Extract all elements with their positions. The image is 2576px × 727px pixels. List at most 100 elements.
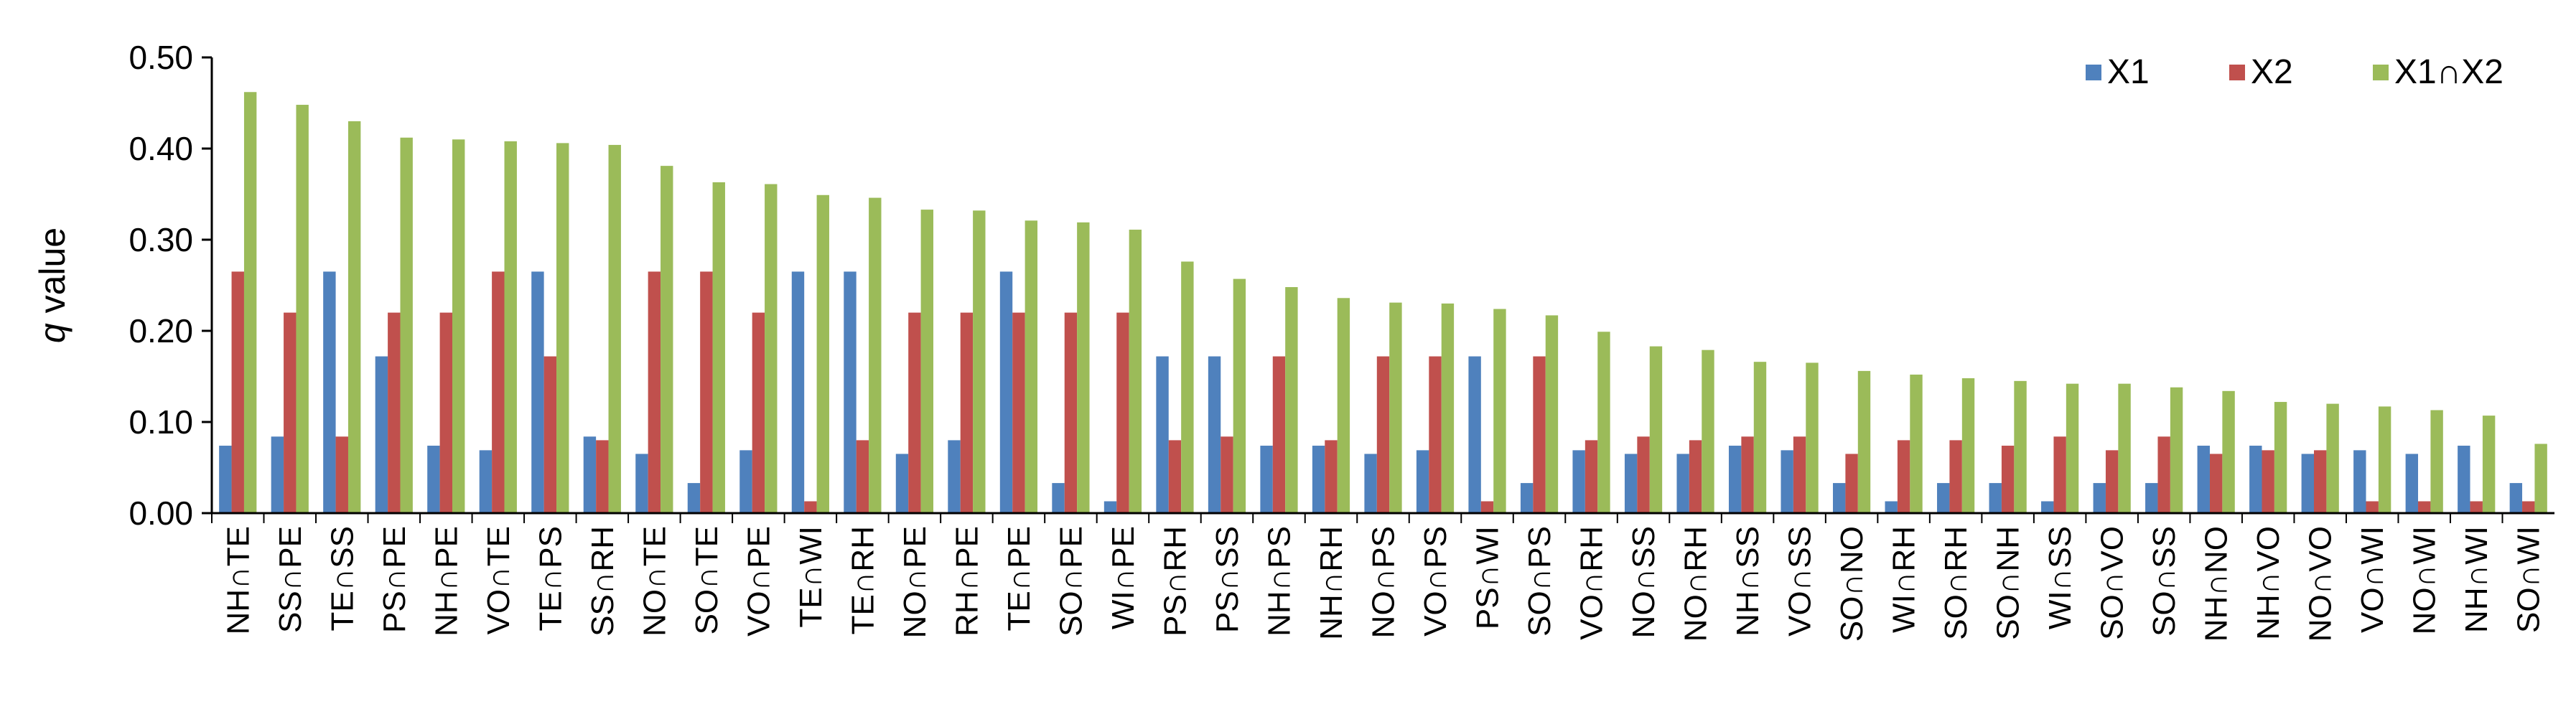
bar-X1∩X2-TE∩SS xyxy=(347,121,361,513)
x-category-label: NO∩SS xyxy=(1626,526,1661,638)
bar-X1∩X2-NO∩PE xyxy=(920,210,934,513)
bar-X1-VO∩PS xyxy=(1416,450,1429,513)
bar-X1-NH∩VO xyxy=(2249,446,2262,513)
x-category-label: PS∩WI xyxy=(1470,526,1506,629)
x-category-label: WI∩PE xyxy=(1106,526,1141,629)
bar-X1∩X2-SO∩SS xyxy=(2170,387,2183,513)
bar-X2-NH∩RH xyxy=(1325,440,1338,513)
bar-X2-NH∩WI xyxy=(2470,501,2483,513)
bar-X1∩X2-PS∩RH xyxy=(1181,261,1194,513)
bar-X1∩X2-NH∩TE xyxy=(243,92,257,513)
x-category-label: SS∩PE xyxy=(273,526,308,633)
x-category-label: NO∩PS xyxy=(1366,526,1401,638)
x-category-label: SO∩VO xyxy=(2095,526,2130,640)
bar-X2-TE∩PE xyxy=(1012,312,1025,513)
bar-X1-NO∩RH xyxy=(1676,454,1689,513)
bar-X1-SO∩NO xyxy=(1832,483,1846,513)
bar-X2-RH∩PE xyxy=(960,312,974,513)
bar-X2-PS∩WI xyxy=(1480,501,1494,513)
bar-X2-SS∩PE xyxy=(284,312,297,513)
y-axis-title-rest: value xyxy=(32,228,73,323)
bar-X2-SO∩RH xyxy=(1949,440,1962,513)
bar-X1∩X2-NO∩TE xyxy=(661,166,673,513)
x-category-label: NO∩VO xyxy=(2303,526,2338,642)
bar-X2-NO∩WI xyxy=(2418,501,2431,513)
x-category-label: NO∩TE xyxy=(637,526,672,637)
bar-X2-NH∩PE xyxy=(439,312,453,513)
bar-X1-NH∩WI xyxy=(2458,446,2470,513)
x-category-label: WI∩RH xyxy=(1887,526,1922,633)
bar-X1∩X2-RH∩PE xyxy=(973,210,986,513)
bar-X2-PS∩RH xyxy=(1168,440,1182,513)
x-category-label: SO∩NO xyxy=(1834,526,1870,642)
bar-X1∩X2-NH∩RH xyxy=(1337,298,1350,513)
x-category-label: SO∩RH xyxy=(1938,526,1974,640)
x-category-label: PS∩SS xyxy=(1210,526,1245,633)
bar-X2-SO∩TE xyxy=(700,271,713,513)
x-category-label: VO∩SS xyxy=(1783,526,1818,637)
y-tick-label: 0.00 xyxy=(129,494,193,532)
bar-X1∩X2-PS∩WI xyxy=(1493,309,1506,513)
bar-X1-SO∩PS xyxy=(1520,483,1534,513)
y-tick-label: 0.20 xyxy=(129,312,193,350)
bar-X1∩X2-SO∩NO xyxy=(1857,370,1871,513)
bar-X1∩X2-WI∩RH xyxy=(1910,374,1923,513)
x-category-label: PS∩PE xyxy=(377,526,412,633)
bar-X1-PS∩RH xyxy=(1156,356,1169,513)
bar-X1∩X2-NH∩PS xyxy=(1285,287,1298,513)
bar-X1∩X2-SO∩PE xyxy=(1077,222,1090,513)
bar-X2-SO∩NO xyxy=(1845,454,1858,513)
bar-X1-TE∩SS xyxy=(323,271,336,513)
bar-X1∩X2-VO∩PE xyxy=(765,184,778,513)
bar-X1-NO∩VO xyxy=(2301,454,2314,513)
bar-X1-NH∩NO xyxy=(2197,446,2210,513)
bar-X1-NO∩PE xyxy=(895,454,909,513)
bar-X1-PS∩WI xyxy=(1468,356,1481,513)
bar-X2-TE∩SS xyxy=(335,436,348,513)
bar-X2-SO∩NH xyxy=(2001,446,2015,513)
bar-X1-SS∩RH xyxy=(583,436,597,513)
bar-X2-SO∩PE xyxy=(1064,312,1078,513)
bar-X1∩X2-SS∩RH xyxy=(608,144,621,514)
bar-X1∩X2-PS∩PE xyxy=(400,137,413,513)
bar-X2-NH∩TE xyxy=(231,271,244,513)
x-category-label: NH∩TE xyxy=(220,526,256,634)
bar-X1-NO∩WI xyxy=(2405,454,2419,513)
x-category-label: VO∩PS xyxy=(1418,526,1453,637)
x-category-label: VO∩WI xyxy=(2355,526,2390,633)
bar-X1∩X2-NO∩PS xyxy=(1389,302,1402,513)
bar-X2-NO∩RH xyxy=(1689,440,1702,513)
bar-X1∩X2-NO∩WI xyxy=(2430,410,2443,513)
bar-X1-VO∩TE xyxy=(479,450,493,513)
bar-X2-NO∩PE xyxy=(908,312,921,513)
bar-X2-NH∩SS xyxy=(1741,436,1754,513)
bar-X1-TE∩WI xyxy=(791,271,805,513)
bar-X2-TE∩WI xyxy=(804,501,817,513)
y-tick-label: 0.10 xyxy=(129,403,193,441)
bar-X1∩X2-SO∩TE xyxy=(712,182,725,514)
bar-X1-WI∩SS xyxy=(2041,501,2054,513)
bar-X1-NO∩TE xyxy=(635,454,648,513)
bar-X2-WI∩PE xyxy=(1116,312,1129,513)
x-category-label: PS∩RH xyxy=(1157,526,1193,637)
bar-X2-PS∩SS xyxy=(1221,436,1233,513)
bar-X1-VO∩RH xyxy=(1572,450,1585,513)
x-category-label: TE∩PE xyxy=(1002,526,1037,632)
y-axis-title-italic: q xyxy=(32,323,73,343)
bar-X1∩X2-SO∩PS xyxy=(1545,315,1559,513)
bar-X1∩X2-TE∩PS xyxy=(556,143,569,513)
bar-X1∩X2-SS∩PE xyxy=(296,105,309,514)
x-category-label: SO∩WI xyxy=(2511,526,2547,633)
bar-X1∩X2-PS∩SS xyxy=(1233,278,1246,513)
x-category-label: VO∩RH xyxy=(1574,526,1610,640)
x-category-label: TE∩PS xyxy=(533,526,568,632)
bar-X1∩X2-NH∩WI xyxy=(2482,416,2496,513)
bar-X2-TE∩PS xyxy=(543,356,557,513)
bar-X1-RH∩PE xyxy=(948,440,961,513)
bars-layer xyxy=(219,92,2547,514)
bar-X2-SO∩VO xyxy=(2105,450,2119,513)
bar-X1∩X2-SO∩VO xyxy=(2118,383,2131,513)
axes-layer xyxy=(210,57,2554,515)
x-category-label: TE∩RH xyxy=(845,526,880,634)
bar-X1∩X2-NO∩RH xyxy=(1702,350,1714,513)
